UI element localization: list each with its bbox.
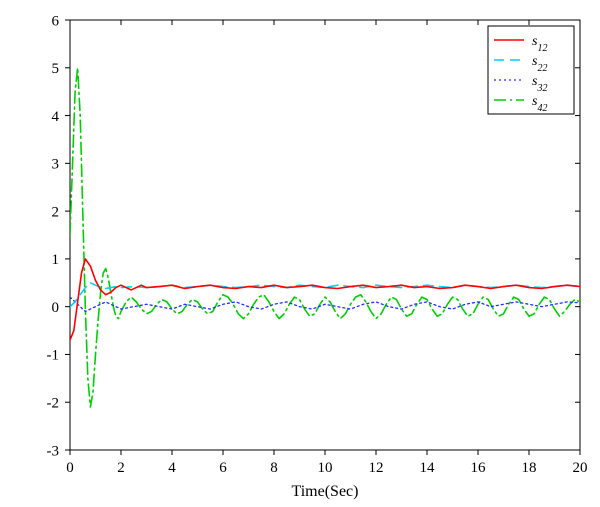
x-axis-label: Time(Sec) <box>292 483 359 500</box>
y-tick-label: 2 <box>52 204 60 220</box>
y-tick-label: 3 <box>52 157 60 173</box>
x-tick-label: 10 <box>318 460 333 476</box>
x-tick-label: 0 <box>66 460 74 476</box>
x-tick-label: 14 <box>420 460 436 476</box>
y-tick-label: 6 <box>52 13 60 29</box>
y-tick-label: 1 <box>52 252 60 268</box>
x-tick-label: 18 <box>522 460 537 476</box>
y-tick-label: -3 <box>47 443 60 459</box>
x-tick-label: 16 <box>471 460 487 476</box>
x-tick-label: 8 <box>270 460 278 476</box>
legend: s12s22s32s42 <box>488 26 574 114</box>
x-tick-label: 12 <box>369 460 384 476</box>
time-series-chart: 02468101214161820-3-2-10123456Time(Sec)s… <box>0 0 600 507</box>
y-tick-label: -1 <box>47 348 60 364</box>
y-tick-label: 5 <box>52 61 60 77</box>
x-tick-label: 20 <box>573 460 588 476</box>
x-tick-label: 6 <box>219 460 227 476</box>
y-tick-label: 4 <box>52 109 60 125</box>
x-tick-label: 2 <box>117 460 125 476</box>
y-tick-label: -2 <box>47 395 60 411</box>
x-tick-label: 4 <box>168 460 176 476</box>
y-tick-label: 0 <box>52 300 60 316</box>
